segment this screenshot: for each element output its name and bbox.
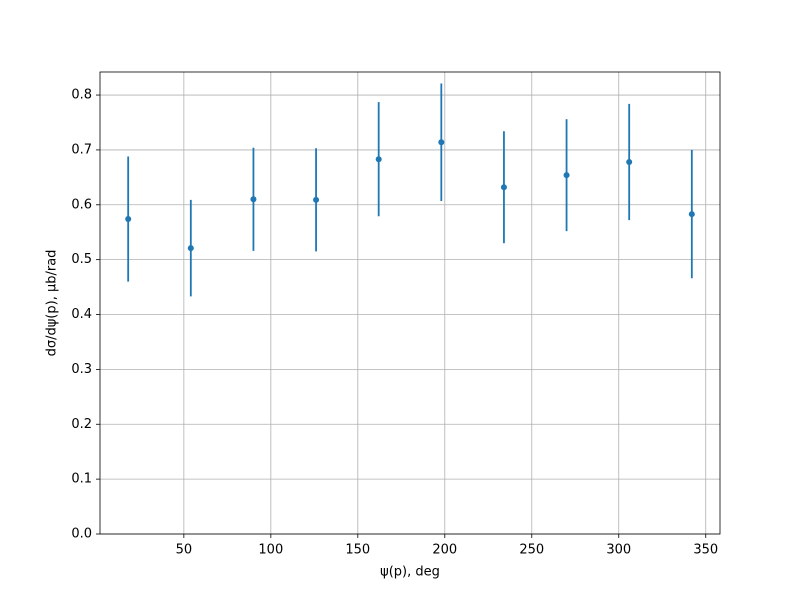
y-tick-label: 0.0 bbox=[71, 527, 92, 542]
x-tick-label: 250 bbox=[519, 543, 544, 558]
x-tick-label: 50 bbox=[176, 543, 193, 558]
y-tick-label: 0.4 bbox=[71, 307, 92, 322]
plot-frame bbox=[99, 71, 721, 535]
data-point bbox=[187, 245, 194, 252]
y-tick-label: 0.2 bbox=[71, 417, 92, 432]
x-tick-label: 100 bbox=[258, 543, 283, 558]
x-tick-label: 300 bbox=[606, 543, 631, 558]
data-point bbox=[313, 196, 320, 203]
y-tick-label: 0.5 bbox=[71, 252, 92, 267]
y-axis-label: dσ/dψ(p), μb/rad bbox=[45, 250, 60, 357]
x-tick-label: 200 bbox=[432, 543, 457, 558]
x-tick-label: 150 bbox=[345, 543, 370, 558]
data-point bbox=[438, 139, 445, 146]
y-tick-label: 0.7 bbox=[71, 142, 92, 157]
data-point bbox=[250, 196, 257, 203]
y-tick-label: 0.8 bbox=[71, 88, 92, 103]
data-point bbox=[626, 158, 633, 165]
x-tick-label: 350 bbox=[693, 543, 718, 558]
data-point bbox=[375, 156, 382, 163]
x-axis-label: ψ(p), deg bbox=[380, 565, 440, 580]
data-point bbox=[563, 172, 570, 179]
data-point bbox=[500, 184, 507, 191]
data-point bbox=[125, 216, 132, 223]
y-tick-label: 0.1 bbox=[71, 472, 92, 487]
y-tick-label: 0.6 bbox=[71, 197, 92, 212]
y-tick-label: 0.3 bbox=[71, 362, 92, 377]
data-point bbox=[688, 211, 695, 218]
